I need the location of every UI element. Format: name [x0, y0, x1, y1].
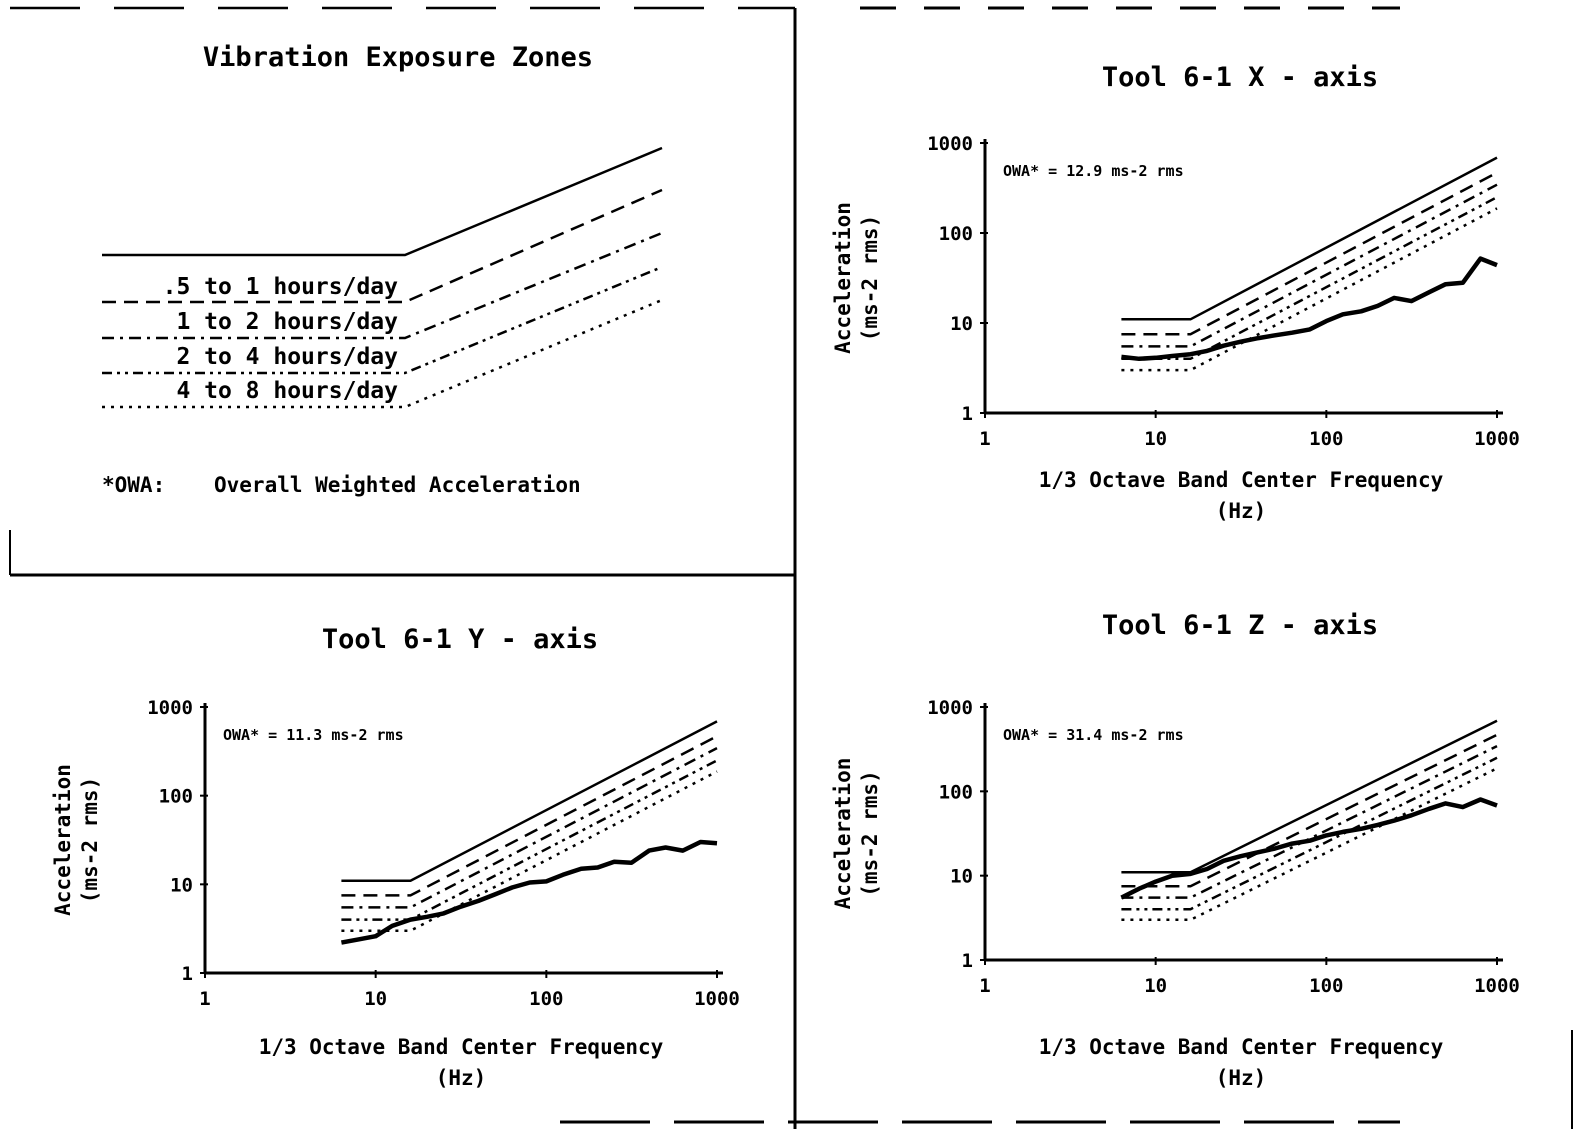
y-tick-label: 100 [159, 786, 193, 808]
x-tick-label: 1000 [694, 988, 740, 1010]
legend-line-zone-4 [102, 298, 663, 409]
owa-annotation: OWA* = 11.3 ms-2 rms [223, 726, 404, 744]
x-tick-label: 1 [979, 428, 990, 450]
legend-line-zone-1 [102, 188, 663, 304]
chart-panel-y-axis: Tool 6-1 Y - axis 1 10 100 1000 1 10 100 1000 1/3… [51, 624, 740, 1090]
x-axis-unit: (Hz) [1216, 1066, 1267, 1090]
legend-zone-label-2: 1 to 2 hours/day [176, 309, 398, 335]
y-tick-label: 1 [962, 403, 973, 425]
y-tick-label: 10 [950, 313, 973, 335]
x-axis-label: 1/3 Octave Band Center Frequency [1039, 468, 1444, 492]
exposure-zone-line [1121, 183, 1498, 348]
legend-zone-label-4: 4 to 8 hours/day [176, 378, 398, 404]
y-tick-label: 1 [182, 963, 193, 985]
x-tick-label: 1000 [1474, 975, 1520, 997]
x-tick-label: 100 [1309, 975, 1343, 997]
legend-line-top-solid [102, 146, 663, 257]
exposure-zone-line [1121, 733, 1498, 888]
y-axis-unit: (ms-2 rms) [858, 215, 882, 341]
x-tick-label: 10 [1144, 428, 1167, 450]
y-axis-unit: (ms-2 rms) [858, 770, 882, 896]
exposure-zone-line [1121, 156, 1498, 321]
legend-footnote-text: Overall Weighted Acceleration [214, 473, 581, 497]
x-tick-label: 10 [1144, 975, 1167, 997]
x-tick-label: 100 [1309, 428, 1343, 450]
x-tick-label: 100 [529, 988, 563, 1010]
exposure-zone-line [341, 720, 718, 882]
x-axis-unit: (Hz) [436, 1066, 487, 1090]
y-axis-label: Acceleration [51, 764, 75, 916]
legend-zone-lines [102, 146, 663, 409]
x-axis-label: 1/3 Octave Band Center Frequency [259, 1035, 664, 1059]
legend-footnote-key: *OWA: [102, 473, 165, 497]
legend-panel: Vibration Exposure Zones .5 to 1 hours/d… [102, 42, 663, 497]
x-tick-label: 1000 [1474, 428, 1520, 450]
y-tick-label: 1000 [147, 697, 193, 719]
y-axis-unit: (ms-2 rms) [78, 777, 102, 903]
chart-title: Tool 6-1 X - axis [1102, 62, 1378, 93]
x-tick-label: 1 [199, 988, 210, 1010]
chart-title: Tool 6-1 Z - axis [1102, 610, 1378, 641]
legend-zone-label-3: 2 to 4 hours/day [176, 344, 398, 370]
y-axis-label: Acceleration [831, 202, 855, 354]
chart-panel-x-axis: Tool 6-1 X - axis 1 10 100 1000 1 10 100 1000 1/3… [831, 62, 1520, 523]
legend-line-zone-3 [102, 265, 663, 375]
owa-annotation: OWA* = 12.9 ms-2 rms [1003, 162, 1184, 180]
exposure-zone-line [341, 735, 718, 897]
y-tick-label: 100 [939, 223, 973, 245]
y-tick-label: 1000 [927, 133, 973, 155]
x-tick-label: 1 [979, 975, 990, 997]
x-axis-label: 1/3 Octave Band Center Frequency [1039, 1035, 1444, 1059]
exposure-zone-line [1121, 171, 1498, 336]
exposure-zone-line [341, 746, 718, 909]
x-axis-unit: (Hz) [1216, 499, 1267, 523]
y-tick-label: 1000 [927, 697, 973, 719]
y-axis-label: Acceleration [831, 758, 855, 910]
legend-panel-title: Vibration Exposure Zones [203, 42, 593, 73]
frame-lines [9, 6, 1573, 1129]
exposure-zone-line [1121, 744, 1498, 899]
x-tick-label: 10 [364, 988, 387, 1010]
chart-title: Tool 6-1 Y - axis [322, 624, 598, 655]
y-tick-label: 10 [170, 874, 193, 896]
y-tick-label: 100 [939, 781, 973, 803]
y-tick-label: 10 [950, 866, 973, 888]
measured-spectrum-line [1120, 797, 1498, 900]
owa-annotation: OWA* = 31.4 ms-2 rms [1003, 726, 1184, 744]
chart-panel-z-axis: Tool 6-1 Z - axis 1 10 100 1000 1 10 100 1000 1/3… [831, 610, 1520, 1090]
measured-spectrum-line [340, 839, 718, 945]
measured-spectrum-line [1121, 256, 1498, 362]
exposure-zone-line [1121, 756, 1498, 911]
exposure-zone-line [341, 770, 718, 932]
legend-zone-label-1: .5 to 1 hours/day [163, 274, 399, 300]
y-tick-label: 1 [962, 950, 973, 972]
legend-line-zone-2 [102, 231, 663, 340]
